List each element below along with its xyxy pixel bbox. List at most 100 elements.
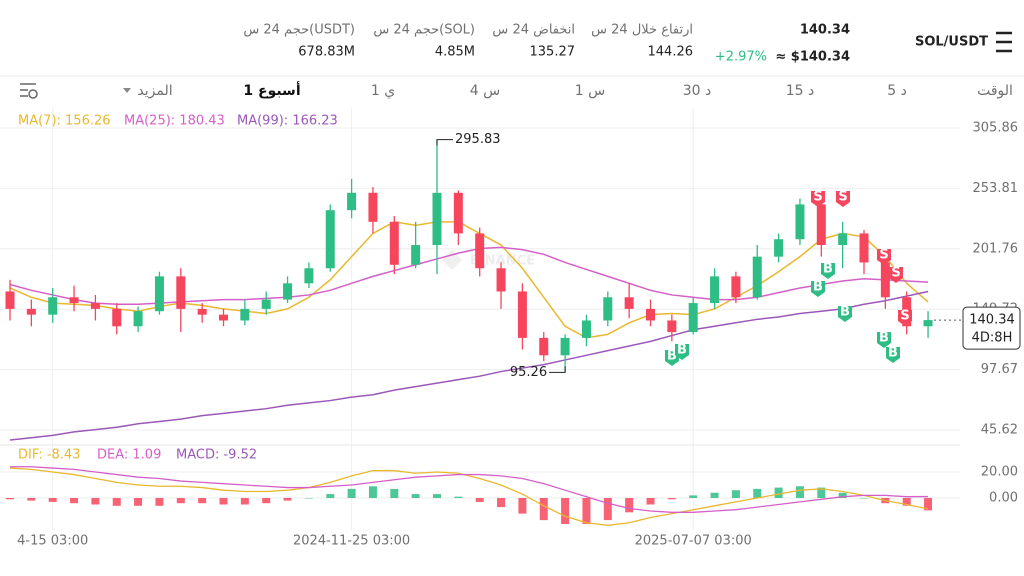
- tab[interactable]: 30 د: [683, 83, 712, 99]
- candle-body: [710, 276, 720, 304]
- stat-value: 4.85M: [435, 45, 475, 60]
- macd-bar: [283, 497, 292, 501]
- stat-value: 678.83M: [298, 45, 355, 60]
- tab[interactable]: 5 د: [887, 83, 907, 99]
- indicator-settings-icon[interactable]: [20, 83, 38, 99]
- tab[interactable]: 1 س: [575, 83, 605, 99]
- signal-label: S: [900, 309, 909, 324]
- macd-bar: [625, 497, 634, 513]
- macd-legend: DEA: 1.09: [97, 448, 161, 463]
- candle-body: [304, 268, 314, 284]
- signal-badge: [811, 191, 825, 207]
- tab-active[interactable]: 1 أسبوع: [243, 81, 300, 99]
- stat-label: انخفاض 24 س: [492, 23, 575, 38]
- macd-bar: [689, 495, 698, 498]
- stat-value: 144.26: [648, 45, 694, 60]
- candle-body: [581, 320, 591, 338]
- candle-body: [667, 320, 677, 333]
- y-tick-label: 253.81: [973, 181, 1019, 196]
- macd-bar: [347, 488, 356, 498]
- ma-legend: MA(25): 180.43: [124, 114, 225, 129]
- candle-body: [475, 233, 485, 269]
- candle-body: [816, 204, 826, 246]
- candle-body: [774, 239, 784, 257]
- signal-label: B: [677, 343, 687, 358]
- macd-line: [9, 467, 929, 526]
- ma-line: [9, 221, 929, 339]
- signal-badge: [877, 249, 891, 265]
- ma-legend: MA(99): 166.23: [237, 114, 338, 129]
- min-label: 95.26: [510, 365, 547, 380]
- x-tick-label: 4-15 03:00: [17, 534, 88, 549]
- macd-bar: [91, 497, 100, 505]
- candle-body: [859, 233, 869, 263]
- candle-body: [347, 192, 357, 211]
- candle-body: [69, 297, 79, 304]
- candle-body: [261, 299, 271, 309]
- macd-line: [10, 466, 929, 513]
- signal-badge: [889, 267, 903, 283]
- dropdown-caret: [123, 88, 131, 93]
- candle-body: [133, 311, 143, 327]
- macd-bar: [134, 497, 143, 506]
- macd-bar: [795, 486, 804, 498]
- macd-bar: [731, 490, 740, 498]
- menu-icon[interactable]: [996, 31, 1012, 53]
- tab[interactable]: 4 س: [470, 83, 500, 99]
- signal-badge: [838, 306, 852, 322]
- macd-bar: [304, 497, 313, 499]
- y-tick-label: 45.62: [981, 423, 1018, 438]
- candle-body: [453, 192, 463, 234]
- stat-label: حجم 24 س(USDT): [243, 23, 355, 38]
- candle-body: [432, 192, 442, 246]
- tab-more[interactable]: المزيد: [137, 83, 172, 99]
- macd-bar: [240, 497, 249, 505]
- signal-label: S: [813, 190, 822, 205]
- candle-body: [240, 308, 250, 321]
- tab[interactable]: 1 ي: [371, 83, 395, 99]
- macd-bar: [262, 497, 271, 504]
- candle-body: [176, 276, 186, 309]
- candle-body: [48, 297, 58, 315]
- macd-bar: [433, 494, 441, 498]
- candle-body: [688, 303, 698, 333]
- macd-bar: [454, 496, 463, 498]
- macd-bar: [753, 488, 762, 498]
- candle-body: [154, 276, 164, 312]
- candle-body: [795, 204, 805, 240]
- tab[interactable]: الوقت: [977, 83, 1013, 99]
- macd-bar: [411, 494, 420, 498]
- y-tick-label: 0.00: [989, 490, 1018, 505]
- signal-badge: [811, 281, 825, 297]
- candle-body: [731, 276, 741, 298]
- candle-body: [646, 308, 655, 321]
- macd-bar: [6, 497, 14, 500]
- macd-bar: [48, 497, 57, 502]
- macd-bar: [27, 497, 36, 501]
- macd-bar: [155, 497, 164, 506]
- macd-bar: [112, 497, 121, 506]
- signal-badge: [877, 332, 891, 348]
- y-tick-label: 305.86: [973, 120, 1019, 135]
- macd-bar: [561, 497, 570, 525]
- stat-label: ارتفاع خلال 24 س: [591, 23, 693, 38]
- tab[interactable]: 15 د: [786, 83, 815, 99]
- signal-badge: [898, 310, 912, 326]
- candle-body: [517, 291, 527, 338]
- macd-bar: [198, 497, 207, 504]
- min-pointer: [549, 366, 566, 373]
- macd-bar: [817, 487, 826, 498]
- candle-body: [496, 268, 506, 292]
- macd-bar: [902, 497, 911, 506]
- macd-bar: [710, 492, 719, 498]
- signal-label: B: [888, 346, 898, 361]
- macd-bar: [667, 497, 676, 500]
- candle-body: [838, 233, 848, 246]
- signal-label: B: [823, 262, 833, 277]
- candle-body: [325, 210, 335, 269]
- macd-bar: [646, 497, 655, 505]
- pair[interactable]: SOL/USDT: [915, 35, 988, 50]
- usd-price: ≈ $140.34: [775, 50, 850, 65]
